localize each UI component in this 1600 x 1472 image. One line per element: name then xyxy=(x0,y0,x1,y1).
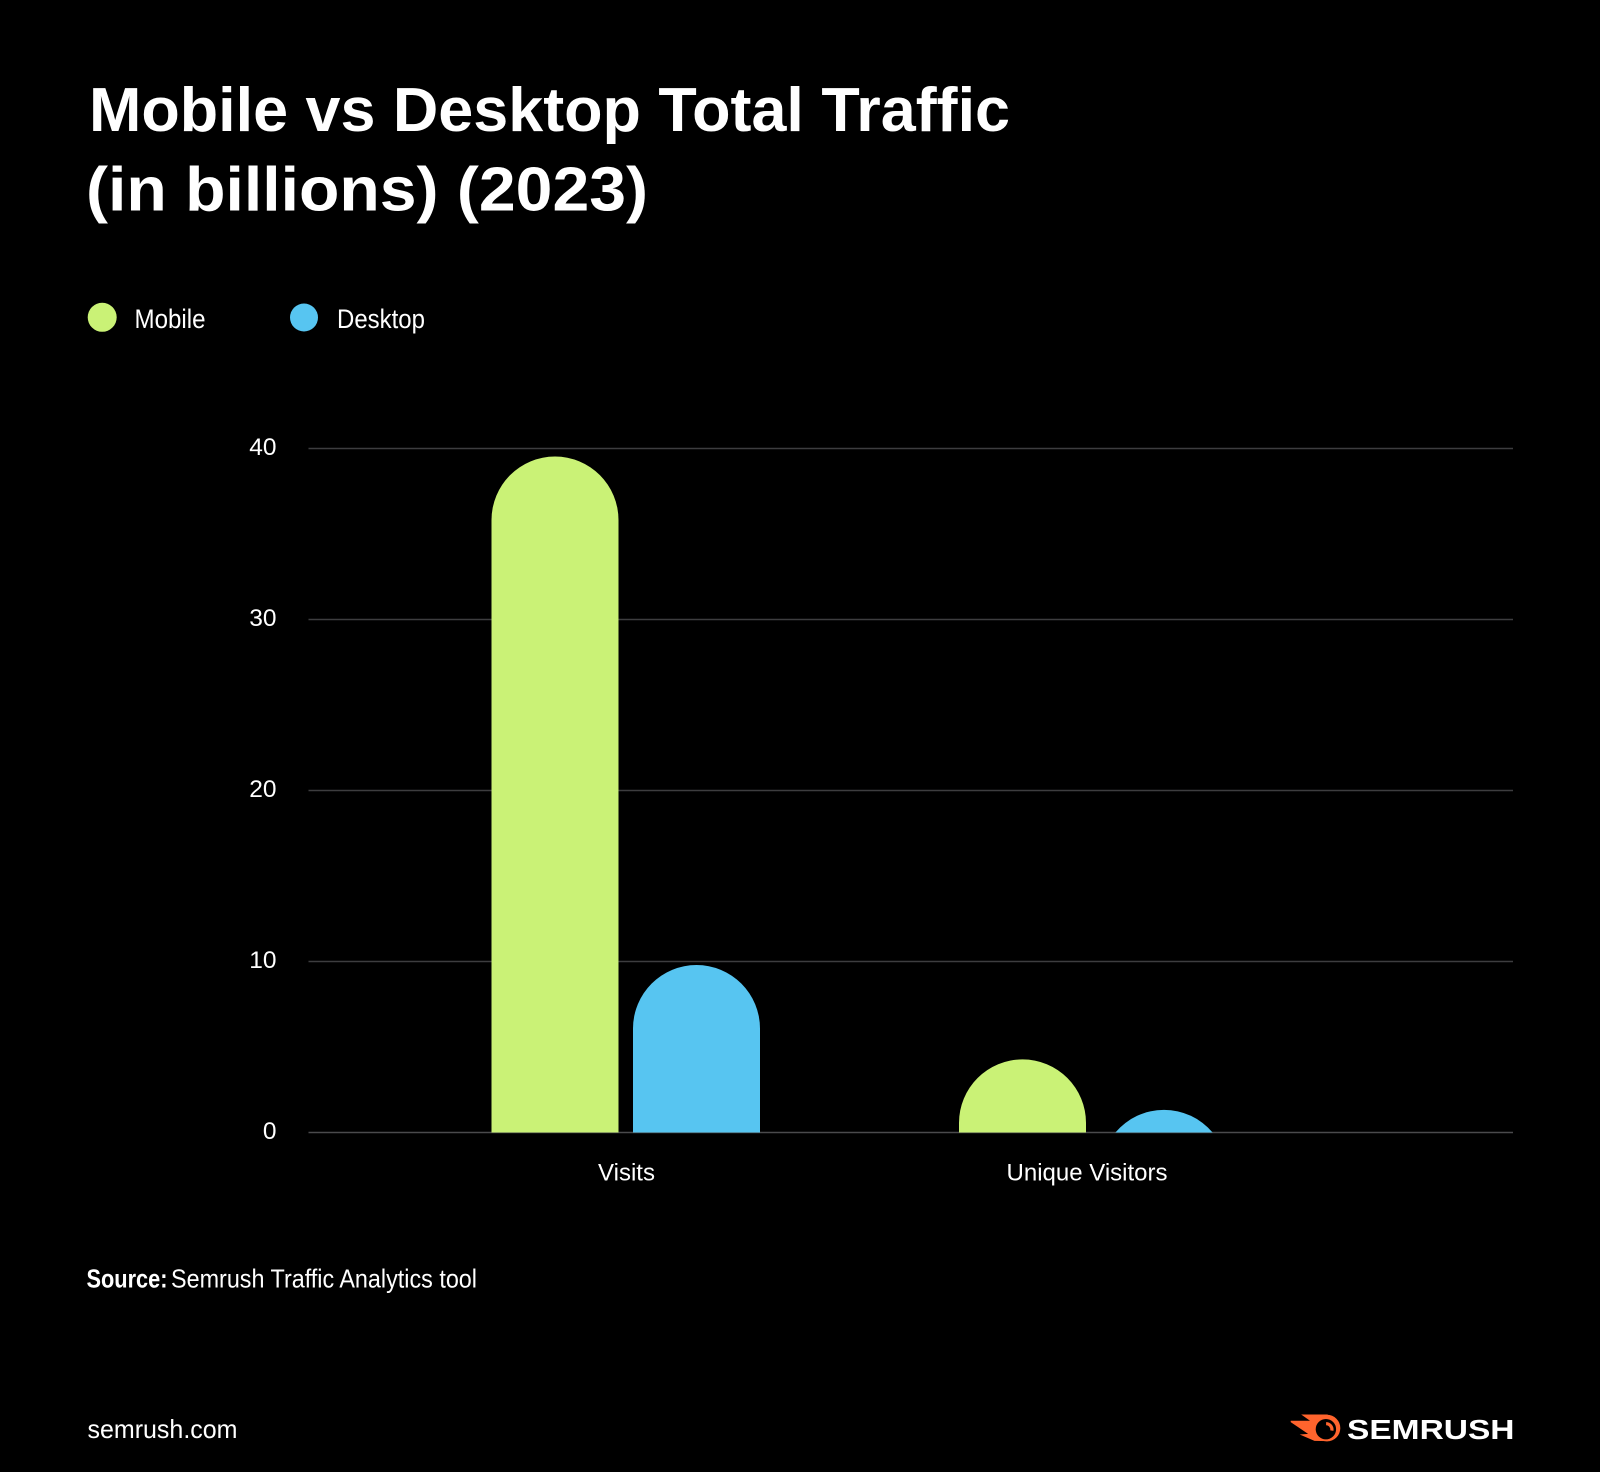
svg-text:Unique Visitors: Unique Visitors xyxy=(1007,1160,1168,1187)
svg-text:(in billions) (2023): (in billions) (2023) xyxy=(86,156,648,225)
svg-text:Visits: Visits xyxy=(598,1160,655,1187)
svg-text:Source:: Source: xyxy=(87,1264,168,1294)
svg-text:0: 0 xyxy=(263,1118,277,1145)
svg-text:SEMRUSH: SEMRUSH xyxy=(1347,1414,1515,1445)
svg-text:Mobile vs Desktop Total Traffi: Mobile vs Desktop Total Traffic xyxy=(89,76,1010,145)
svg-text:Mobile: Mobile xyxy=(135,304,206,334)
svg-text:10: 10 xyxy=(249,947,276,974)
svg-text:Desktop: Desktop xyxy=(337,304,425,334)
svg-text:semrush.com: semrush.com xyxy=(88,1414,238,1444)
svg-text:20: 20 xyxy=(249,776,276,803)
svg-text:30: 30 xyxy=(249,605,276,632)
svg-text:Semrush Traffic Analytics tool: Semrush Traffic Analytics tool xyxy=(171,1264,477,1294)
svg-text:40: 40 xyxy=(249,434,276,461)
